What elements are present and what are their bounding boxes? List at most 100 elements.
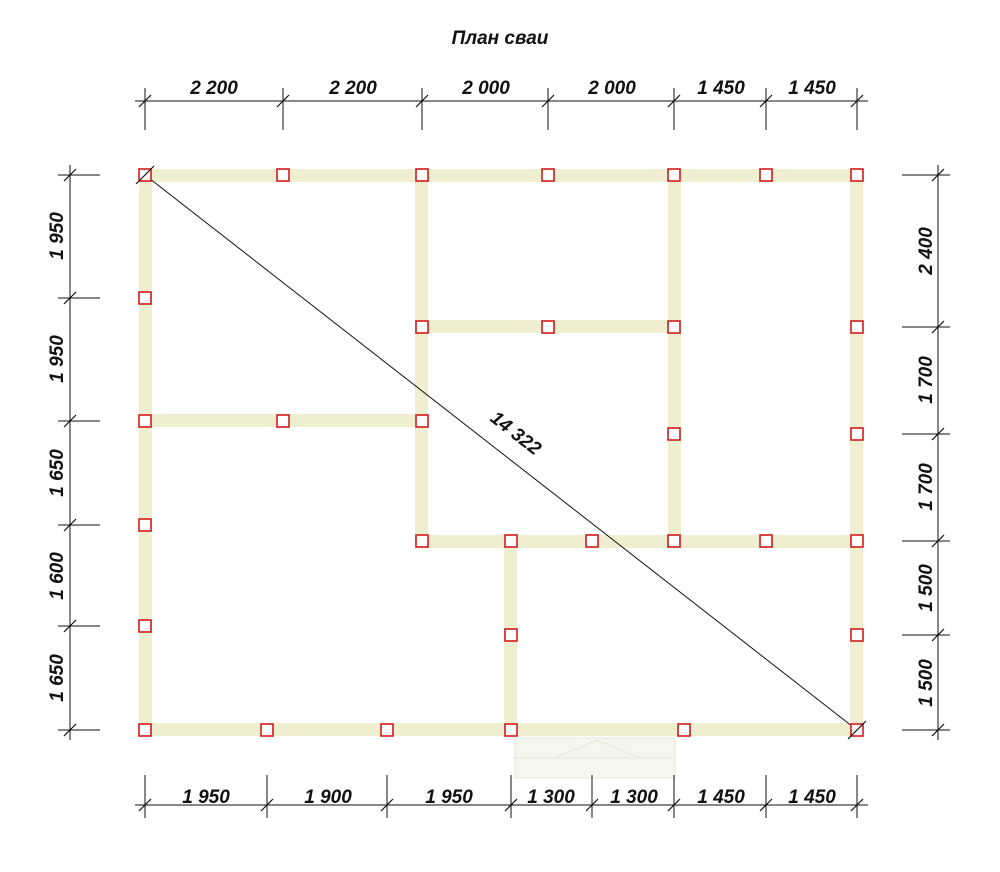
dimension-tick <box>541 94 555 108</box>
bottom-dim-3: 1 950 <box>425 787 473 808</box>
dimension-tick <box>63 291 77 305</box>
right-dim-4: 1 500 <box>916 564 937 612</box>
pile-marker <box>138 291 152 305</box>
pile-marker <box>138 518 152 532</box>
dimension-tick <box>380 798 394 812</box>
left-dim-5: 1 650 <box>47 654 68 702</box>
dimension-tick <box>850 94 864 108</box>
pile-marker <box>541 168 555 182</box>
pile-marker <box>667 534 681 548</box>
left-dimension-chain: 1 950 1 950 1 650 1 600 1 650 <box>47 165 100 740</box>
beam-bottom <box>139 723 863 736</box>
dimension-tick <box>585 798 599 812</box>
pile-marker <box>504 723 518 737</box>
pile-marker <box>677 723 691 737</box>
drawing-title: План сваи <box>452 28 549 49</box>
pile-marker <box>667 320 681 334</box>
diagonal-line <box>144 174 858 731</box>
pile-marker <box>138 619 152 633</box>
dimension-tick <box>667 94 681 108</box>
dimension-tick <box>931 168 945 182</box>
dimension-tick <box>138 94 152 108</box>
beam-interior-horizontal-3 <box>415 535 863 548</box>
left-dim-2: 1 950 <box>47 335 68 383</box>
diagonal-end-mark <box>847 720 867 740</box>
pile-marker <box>850 320 864 334</box>
pile-marker <box>585 534 599 548</box>
porch-outline <box>514 737 676 779</box>
dimension-tick <box>276 94 290 108</box>
dimension-tick <box>415 94 429 108</box>
right-dim-1: 2 400 <box>916 227 937 276</box>
dimension-tick <box>63 619 77 633</box>
bottom-dim-4: 1 300 <box>527 787 575 808</box>
pile-marker <box>759 168 773 182</box>
bottom-dimension-chain: 1 950 1 900 1 950 1 300 1 300 1 450 1 45… <box>135 775 868 818</box>
top-dim-3: 2 000 <box>461 78 510 99</box>
dimension-tick <box>931 534 945 548</box>
dimension-tick <box>759 94 773 108</box>
beam-top <box>139 169 863 182</box>
dimension-tick <box>504 798 518 812</box>
bottom-dim-6: 1 450 <box>697 787 745 808</box>
dimension-tick <box>63 168 77 182</box>
beam-right <box>850 169 863 736</box>
dimension-tick <box>850 798 864 812</box>
bottom-dim-5: 1 300 <box>610 787 658 808</box>
pile-marker <box>850 628 864 642</box>
dimension-tick <box>63 414 77 428</box>
top-dim-1: 2 200 <box>189 78 238 99</box>
beam-interior-vertical-2 <box>668 169 681 548</box>
right-dim-3: 1 700 <box>916 463 937 511</box>
bottom-dim-1: 1 950 <box>182 787 230 808</box>
pile-marker <box>850 534 864 548</box>
diagonal-length-label: 14 322 <box>486 408 545 461</box>
diagonal-end-mark <box>135 165 155 185</box>
dimension-tick <box>63 518 77 532</box>
right-dim-5: 1 500 <box>916 659 937 707</box>
pile-marker <box>504 628 518 642</box>
top-dimension-chain: 2 200 2 200 2 000 2 000 1 450 1 450 <box>135 78 868 130</box>
bottom-dim-2: 1 900 <box>304 787 352 808</box>
pile-marker <box>850 168 864 182</box>
dimension-tick <box>931 628 945 642</box>
piles-group <box>138 168 864 737</box>
dimension-tick <box>931 427 945 441</box>
beam-interior-vertical-1 <box>415 169 428 548</box>
left-dim-3: 1 650 <box>47 449 68 497</box>
pile-marker <box>541 320 555 334</box>
pile-marker <box>415 168 429 182</box>
dimension-tick <box>260 798 274 812</box>
pile-marker <box>667 427 681 441</box>
pile-marker <box>759 534 773 548</box>
top-dim-5: 1 450 <box>697 78 745 99</box>
top-dim-2: 2 200 <box>328 78 377 99</box>
dimension-tick <box>931 723 945 737</box>
top-dim-6: 1 450 <box>788 78 836 99</box>
pile-marker <box>260 723 274 737</box>
pile-marker <box>138 414 152 428</box>
left-dim-4: 1 600 <box>47 552 68 600</box>
bottom-dim-7: 1 450 <box>788 787 836 808</box>
pile-marker <box>850 427 864 441</box>
dimension-tick <box>63 723 77 737</box>
pile-marker <box>276 414 290 428</box>
dimension-tick <box>931 320 945 334</box>
pile-marker <box>504 534 518 548</box>
pile-marker <box>415 320 429 334</box>
right-dimension-chain: 2 400 1 700 1 700 1 500 1 500 <box>902 165 950 740</box>
dimension-tick <box>138 798 152 812</box>
pile-marker <box>415 534 429 548</box>
pile-marker <box>138 723 152 737</box>
beam-left <box>139 169 152 736</box>
pile-marker <box>380 723 394 737</box>
left-dim-1: 1 950 <box>47 212 68 260</box>
pile-marker <box>667 168 681 182</box>
dimension-tick <box>759 798 773 812</box>
dimension-tick <box>667 798 681 812</box>
right-dim-2: 1 700 <box>916 356 937 404</box>
pile-marker <box>415 414 429 428</box>
pile-marker <box>276 168 290 182</box>
top-dim-4: 2 000 <box>587 78 636 99</box>
